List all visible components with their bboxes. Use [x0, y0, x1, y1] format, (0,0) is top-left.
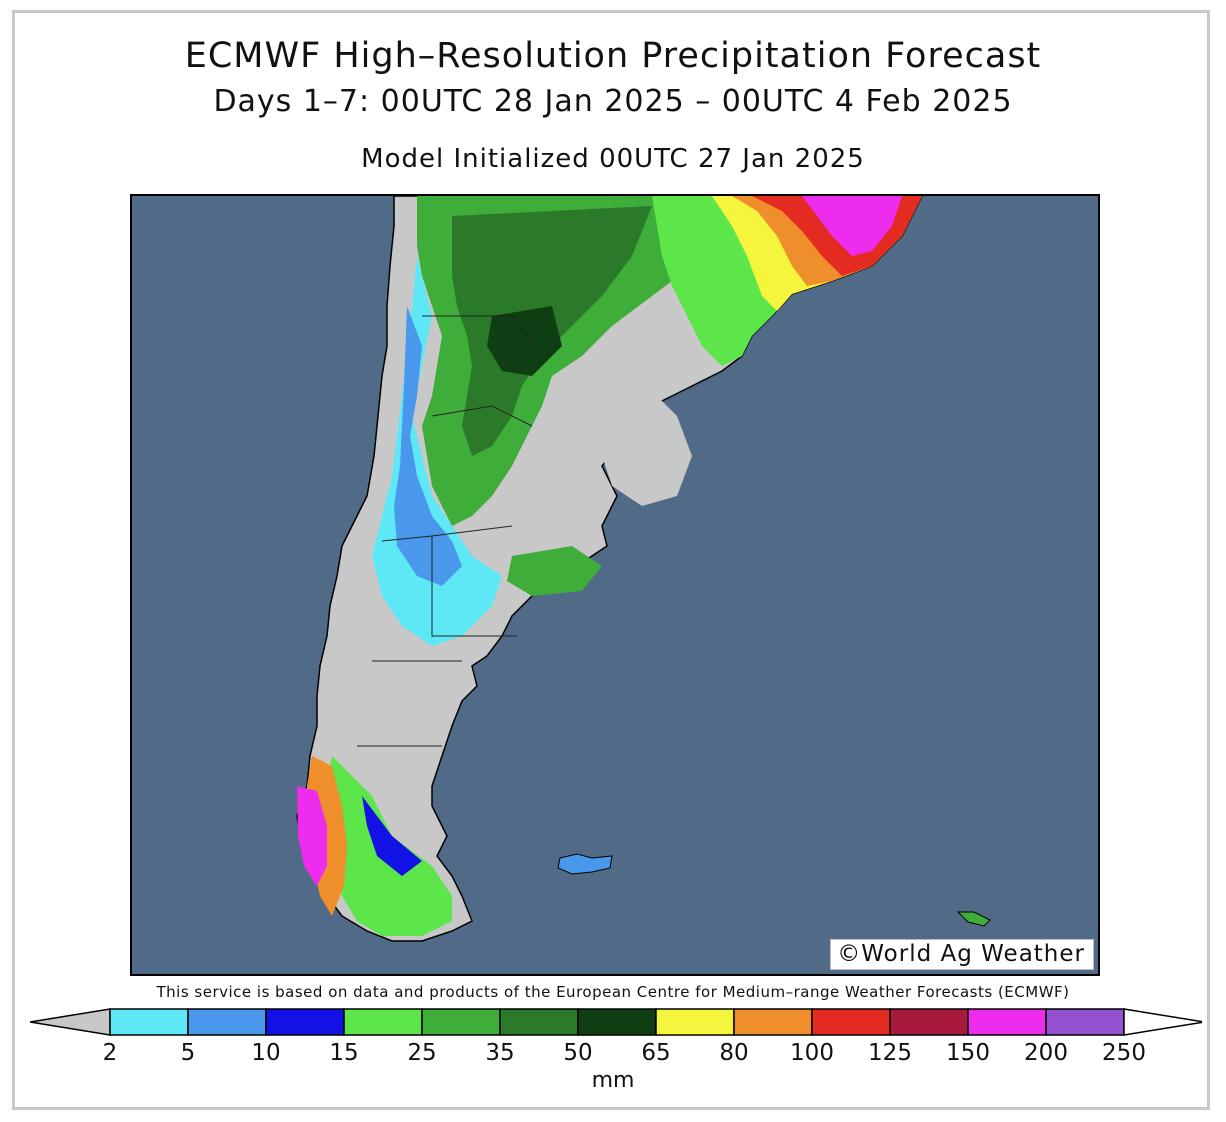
color-legend [29, 1007, 1205, 1037]
legend-swatch-125 [889, 1008, 969, 1036]
legend-swatch-200 [1045, 1008, 1125, 1036]
legend-tick-label: 5 [180, 1040, 196, 1066]
legend-tick-label: 50 [563, 1040, 593, 1066]
legend-tick-label: 250 [1102, 1040, 1146, 1066]
map-title: ECMWF High–Resolution Precipitation Fore… [184, 36, 1042, 76]
legend-bar [29, 1008, 1205, 1036]
legend-tick-label: 150 [946, 1040, 990, 1066]
legend-tick-label: 10 [251, 1040, 281, 1066]
legend-tick-label: 65 [641, 1040, 671, 1066]
legend-tick-label: 100 [790, 1040, 834, 1066]
legend-swatch-50 [577, 1008, 657, 1036]
legend-swatch-5 [187, 1008, 267, 1036]
precipitation-map: ©World Ag Weather [130, 194, 1100, 976]
legend-swatch-100 [811, 1008, 891, 1036]
watermark: ©World Ag Weather [830, 939, 1094, 970]
legend-tick-label: 80 [719, 1040, 749, 1066]
figure-frame [12, 10, 1210, 1110]
falkland-islands [557, 853, 613, 875]
rain-zone-magenta [802, 196, 902, 256]
legend-swatch-150 [967, 1008, 1047, 1036]
legend-swatch-10 [265, 1008, 345, 1036]
legend-swatch-25 [421, 1008, 501, 1036]
rain-zone-blue [394, 306, 462, 586]
legend-swatch-35 [499, 1008, 579, 1036]
legend-tick-label: 25 [407, 1040, 437, 1066]
legend-tick-label: 200 [1024, 1040, 1068, 1066]
legend-tick-label: 35 [485, 1040, 515, 1066]
rain-zone-coast [507, 546, 602, 596]
rain-zone-south-blue [362, 796, 422, 876]
model-initialized: Model Initialized 00UTC 27 Jan 2025 [361, 144, 865, 174]
dry-uruguay [602, 391, 692, 506]
legend-tick-label: 2 [102, 1040, 118, 1066]
south-georgia [956, 911, 991, 927]
legend-swatch-65 [655, 1008, 735, 1036]
legend-unit: mm [591, 1068, 635, 1093]
legend-above-arrow [1123, 1008, 1205, 1036]
legend-tick-label: 15 [329, 1040, 359, 1066]
legend-swatch-2 [109, 1008, 189, 1036]
rain-zone-darkest [487, 306, 562, 376]
legend-swatch-15 [343, 1008, 423, 1036]
rain-zone-south-magenta [297, 786, 327, 886]
legend-swatch-80 [733, 1008, 813, 1036]
map-graphic [296, 196, 991, 942]
legend-tick-label: 125 [868, 1040, 912, 1066]
province-borders [357, 315, 543, 747]
legend-below-arrow [29, 1008, 111, 1036]
forecast-range: Days 1–7: 00UTC 28 Jan 2025 – 00UTC 4 Fe… [213, 84, 1013, 119]
legend-labels: 2 5 10 15 25 35 50 65 80 100 125 150 200 250 [0, 1040, 1226, 1070]
data-credit: This service is based on data and produc… [156, 983, 1070, 1001]
